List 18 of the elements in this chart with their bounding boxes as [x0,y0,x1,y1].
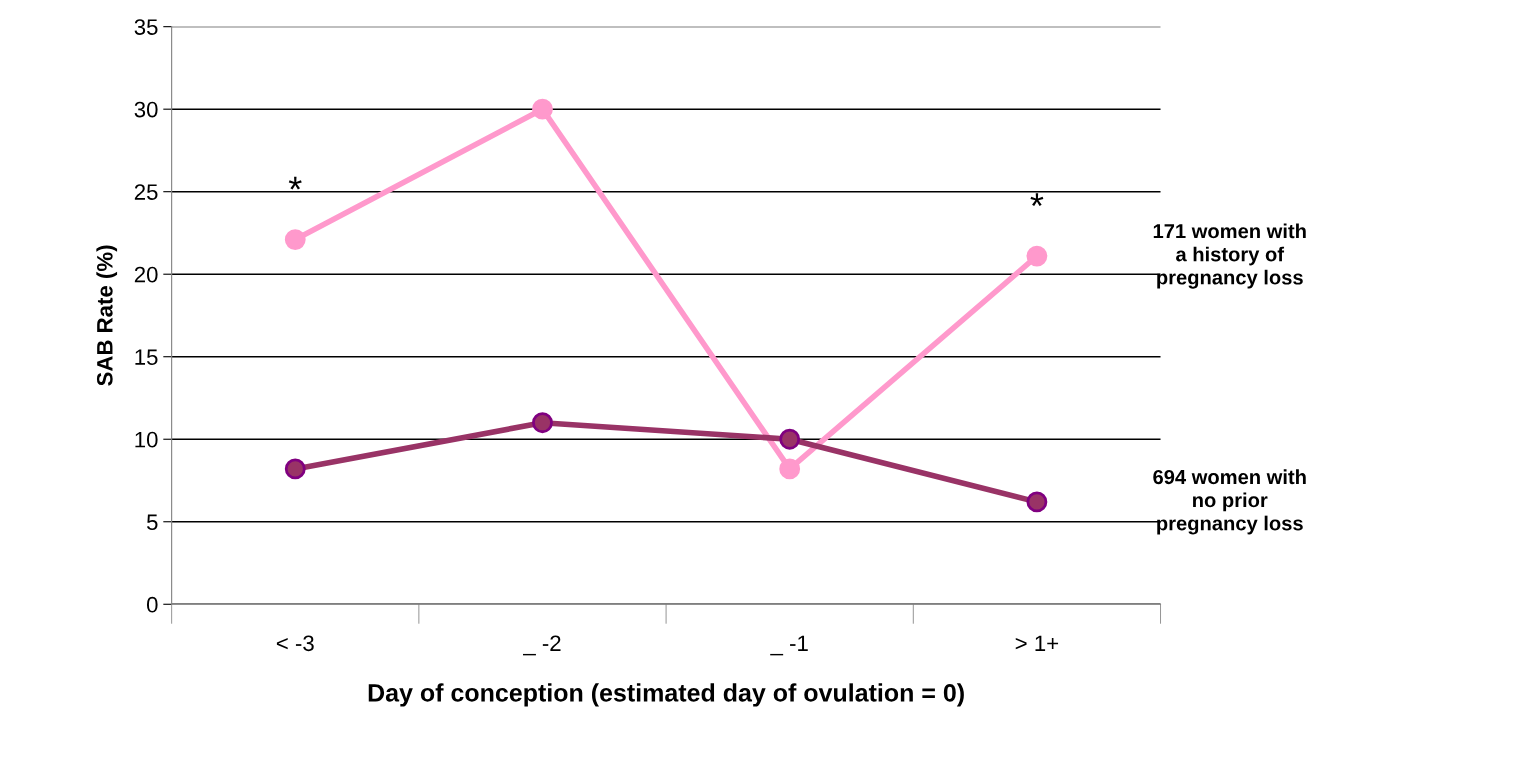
y-axis-title: SAB Rate (%) [96,245,118,386]
x-tick-label: > 1+ [1015,635,1059,651]
x-tick-label: _ -1 [770,635,808,656]
y-tick-label: 30 [134,101,158,118]
y-tick-label: 10 [135,431,158,448]
y-tick-label: 35 [134,19,158,35]
annotation: * [288,176,302,190]
text: 694 women with no prior pregnancy loss [1153,469,1306,535]
annotation: * [1030,193,1044,207]
y-tick-label: 25 [134,184,158,200]
x-axis-title: Day of conception (estimated day of ovulation = 0) [368,683,964,707]
text: 171 women with a history of pregnancy loss [1153,223,1306,289]
y-tick-label: 0 [146,596,158,613]
x-tick-label: _ -2 [522,635,561,656]
y-tick-label: 20 [134,266,158,283]
x-tick-label: < -3 [276,635,314,652]
y-tick-label: 15 [135,349,158,365]
y-tick-label: 5 [146,514,158,531]
